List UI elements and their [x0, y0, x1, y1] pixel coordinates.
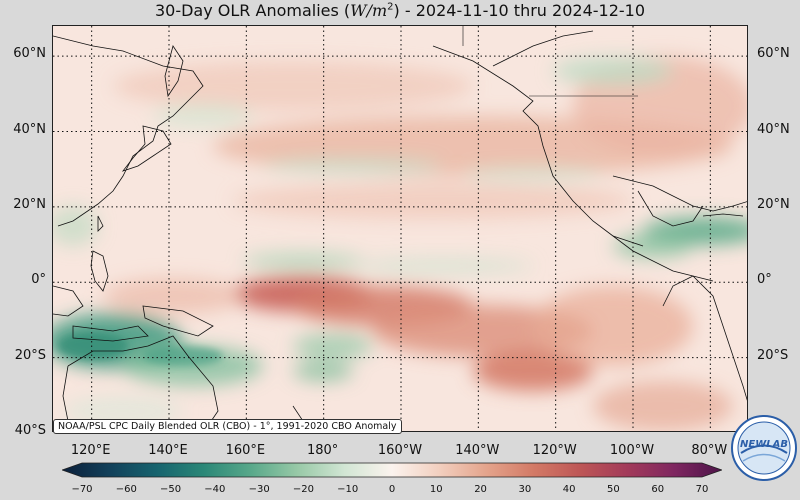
lon-label: 80°W [691, 443, 728, 458]
lon-label: 100°W [609, 443, 655, 458]
data-source-note: NOAA/PSL CPC Daily Blended OLR (CBO) - 1… [53, 419, 402, 434]
lat-label-left: 40°S [14, 423, 46, 438]
colorbar-tick-label: −70 [71, 484, 93, 495]
colorbar-tick-label: −40 [204, 484, 226, 495]
noaa-psl-logo-icon: NEWLAB [731, 415, 797, 481]
colorbar-tick-label: 10 [429, 484, 443, 495]
page-title: 30-Day OLR Anomalies (W/m2) - 2024-11-10… [154, 1, 646, 20]
colorbar-tick-label: 70 [695, 484, 709, 495]
colorbar-tick-label: −60 [115, 484, 137, 495]
lat-label-left: 40°N [13, 121, 46, 137]
lat-label-right: 0° [757, 272, 772, 288]
lon-label: 160°W [377, 443, 423, 458]
colorbar-tick-label: −10 [337, 484, 359, 495]
colorbar-tick-label: 20 [474, 484, 487, 495]
lon-label: 160°E [225, 443, 266, 458]
colorbar-tick-label: 60 [651, 484, 665, 495]
lat-label-left: 0° [31, 272, 46, 288]
lon-label: 140°E [148, 443, 188, 458]
lat-label-right: 20°S [757, 347, 789, 363]
map-panel[interactable] [52, 25, 748, 432]
lat-label-right: 20°N [757, 196, 790, 212]
lat-label-left: 20°N [13, 196, 46, 212]
lat-label-right: 40°N [757, 121, 790, 137]
lat-label-right: 60°N [757, 46, 790, 62]
anomaly-map [53, 26, 747, 431]
map-gridlines [53, 26, 747, 431]
lon-label: 180° [306, 443, 339, 458]
coastlines [53, 26, 747, 431]
lat-label-left: 60°N [13, 46, 46, 62]
lon-label: 140°W [455, 443, 500, 458]
colorbar-tick-label: −20 [292, 484, 314, 495]
lon-label: 120°E [70, 443, 111, 458]
colorbar-tick-label: 50 [607, 484, 620, 495]
lon-label: 120°W [532, 443, 577, 458]
svg-text:NEWLAB: NEWLAB [740, 439, 788, 450]
colorbar-tick-label: 30 [518, 484, 532, 495]
colorbar-tick-label: 0 [388, 484, 396, 495]
colorbar-tick-label: 40 [562, 484, 576, 495]
colorbar-tick-label: −30 [248, 484, 270, 495]
lat-label-left: 20°S [14, 347, 46, 363]
colorbar-tick-label: −50 [160, 484, 182, 495]
colorbar [62, 462, 722, 478]
